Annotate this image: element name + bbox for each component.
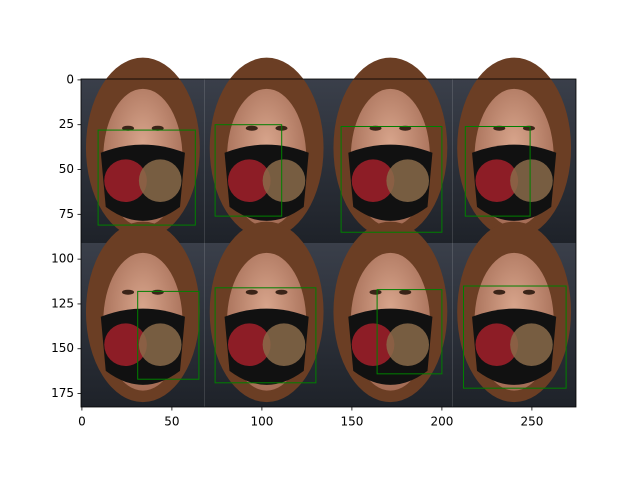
bounding-box <box>463 285 567 389</box>
bounding-box <box>214 124 283 217</box>
mask-embroidery <box>262 323 306 366</box>
eye <box>522 289 535 295</box>
x-tick-label: 150 <box>340 415 363 429</box>
x-tick-label: 250 <box>520 415 543 429</box>
eye <box>245 125 258 131</box>
bounding-box <box>340 125 443 233</box>
eye <box>399 289 412 295</box>
bounding-box <box>137 290 200 380</box>
eye <box>151 125 164 131</box>
y-tick-label: 75 <box>59 207 74 221</box>
x-tick-label: 200 <box>430 415 453 429</box>
y-tick-label: 100 <box>51 252 74 266</box>
mask-embroidery <box>138 159 182 202</box>
bounding-box <box>214 287 317 384</box>
y-tick-label: 125 <box>51 296 74 310</box>
mask-embroidery <box>351 323 395 366</box>
mask-embroidery <box>475 159 519 202</box>
y-tick-label: 150 <box>51 341 74 355</box>
mask-embroidery <box>104 323 147 366</box>
mask-embroidery <box>475 323 519 366</box>
y-tick-label: 175 <box>51 386 74 400</box>
mask-embroidery <box>138 323 182 366</box>
x-tick-label: 0 <box>78 415 86 429</box>
eye <box>275 289 288 295</box>
eye <box>122 125 135 131</box>
mask-embroidery <box>510 323 553 366</box>
mask-embroidery <box>351 159 395 202</box>
y-tick-label: 50 <box>59 162 74 176</box>
eye <box>493 289 506 295</box>
x-tick-label: 50 <box>164 415 179 429</box>
mask-embroidery <box>227 323 271 366</box>
eye <box>151 289 164 295</box>
mask-embroidery <box>510 159 553 202</box>
axes-frame <box>80 78 577 408</box>
bounding-box <box>464 125 531 217</box>
bounding-box <box>376 289 443 375</box>
y-tick-label: 0 <box>66 72 74 86</box>
mask-embroidery <box>386 159 430 202</box>
eye <box>122 289 135 295</box>
mask-embroidery <box>262 159 306 202</box>
mask-embroidery <box>227 159 271 202</box>
mask-embroidery <box>386 323 430 366</box>
eye <box>245 289 258 295</box>
image <box>81 57 576 407</box>
eye <box>369 289 382 295</box>
bounding-box <box>97 129 196 226</box>
overlay: 0 50 100 150 200 250 0 25 50 75 100 125 150 175 <box>51 72 577 429</box>
y-tick-label: 25 <box>59 117 74 131</box>
x-tick-label: 100 <box>250 415 273 429</box>
mask-embroidery <box>104 159 147 202</box>
